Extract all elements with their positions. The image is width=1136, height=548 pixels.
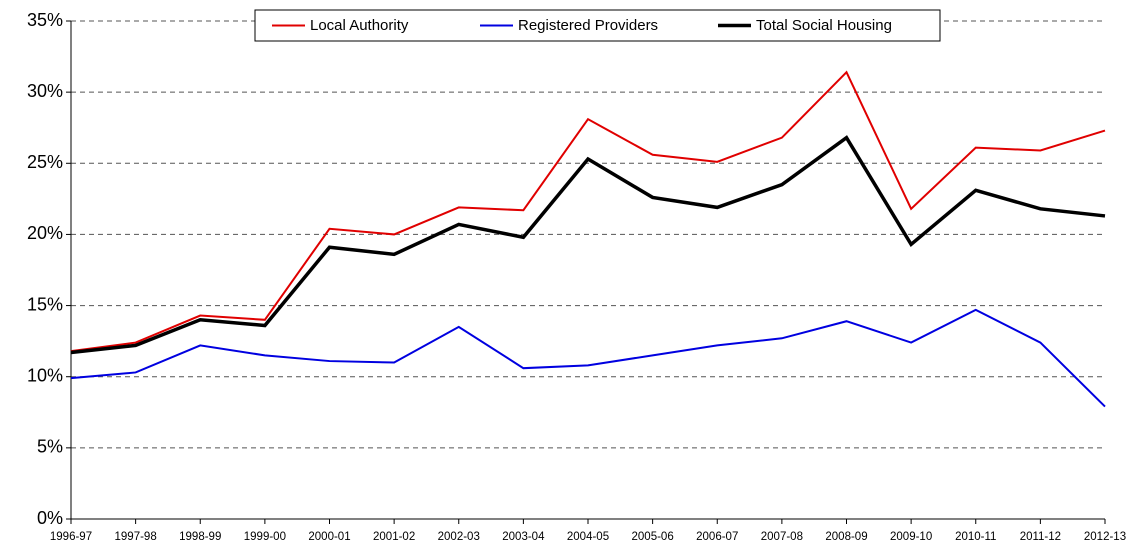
x-tick-label: 1997-98: [115, 531, 157, 543]
series-line: [70, 308, 1106, 408]
x-tick-label: 2004-05: [567, 531, 609, 543]
legend-box: [254, 9, 941, 42]
series-line: [70, 135, 1106, 355]
y-tick-label: 25%: [27, 152, 63, 172]
x-tick-label: 2002-03: [438, 531, 480, 543]
x-tick-label: 1996-97: [50, 531, 92, 543]
x-tick-label: 2000-01: [308, 531, 350, 543]
y-tick-label: 5%: [37, 437, 63, 457]
y-tick-label: 30%: [27, 81, 63, 101]
x-tick-label: 2008-09: [825, 531, 867, 543]
x-tick-label: 1998-99: [179, 531, 221, 543]
x-tick-label: 2009-10: [890, 531, 932, 543]
legend-label: Local Authority: [310, 17, 409, 34]
y-tick-label: 15%: [27, 294, 63, 314]
legend-label: Registered Providers: [518, 17, 658, 34]
y-tick-label: 0%: [37, 508, 63, 528]
legend: Local Authority Registered Providers Total…: [254, 9, 941, 42]
x-tick-label: 2006-07: [696, 531, 738, 543]
y-tick-label: 35%: [27, 10, 63, 30]
y-tick-label: 20%: [27, 223, 63, 243]
x-tick-label: 2012-13: [1084, 531, 1126, 543]
x-tick-label: 2010-11: [955, 531, 996, 543]
legend-label: Total Social Housing: [756, 17, 892, 34]
y-tick-label: 10%: [27, 365, 63, 385]
x-tick-label: 1999-00: [244, 531, 286, 543]
series-line: [70, 70, 1106, 353]
x-tick-label: 2007-08: [761, 531, 803, 543]
x-tick-label: 2001-02: [373, 531, 415, 543]
x-tick-label: 2003-04: [502, 531, 545, 543]
x-tick-label: 2005-06: [632, 531, 674, 543]
x-tick-label: 2011-12: [1020, 531, 1061, 543]
